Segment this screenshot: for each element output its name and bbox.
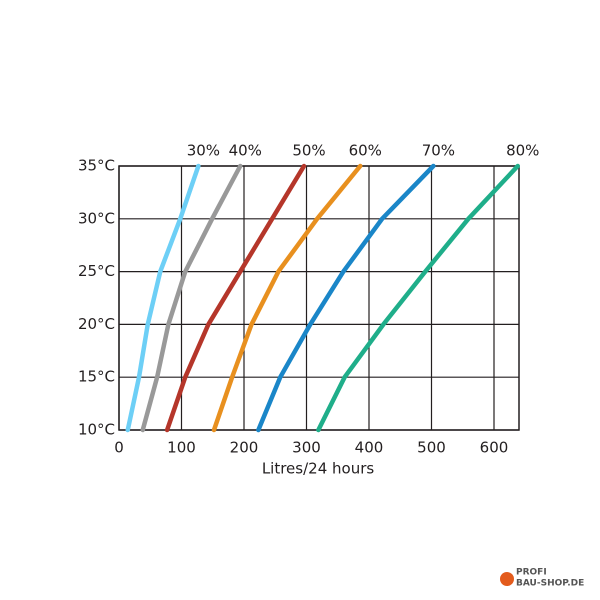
watermark: PROFI xyxy=(516,568,547,578)
x-tick-label: 500 xyxy=(417,439,446,457)
series-line xyxy=(140,163,243,433)
x-tick-label: 200 xyxy=(230,439,259,457)
x-tick-label: 300 xyxy=(292,439,321,457)
x-tick-label: 0 xyxy=(114,439,124,457)
series-label: 40% xyxy=(229,142,262,160)
series-line xyxy=(164,163,307,433)
series-label: 80% xyxy=(506,142,539,160)
series-line xyxy=(316,163,520,433)
y-tick-label: 25°C xyxy=(78,262,115,280)
y-tick-label: 35°C xyxy=(78,157,115,175)
y-tick-label: 15°C xyxy=(78,368,115,386)
series-label: 70% xyxy=(422,142,455,160)
x-tick-label: 400 xyxy=(355,439,384,457)
x-tick-label: 600 xyxy=(480,439,509,457)
series-line xyxy=(211,163,363,433)
series-line xyxy=(256,163,436,433)
y-tick-label: 20°C xyxy=(78,315,115,333)
x-axis-label: Litres/24 hours xyxy=(262,460,375,478)
x-tick-label: 100 xyxy=(167,439,196,457)
series-label: 50% xyxy=(292,142,325,160)
series-line xyxy=(125,163,201,433)
watermark: BAU-SHOP.DE xyxy=(516,579,584,589)
watermark-logo xyxy=(500,572,514,586)
series-label: 30% xyxy=(187,142,220,160)
y-tick-label: 10°C xyxy=(78,421,115,439)
y-tick-label: 30°C xyxy=(78,209,115,227)
series-label: 60% xyxy=(349,142,382,160)
